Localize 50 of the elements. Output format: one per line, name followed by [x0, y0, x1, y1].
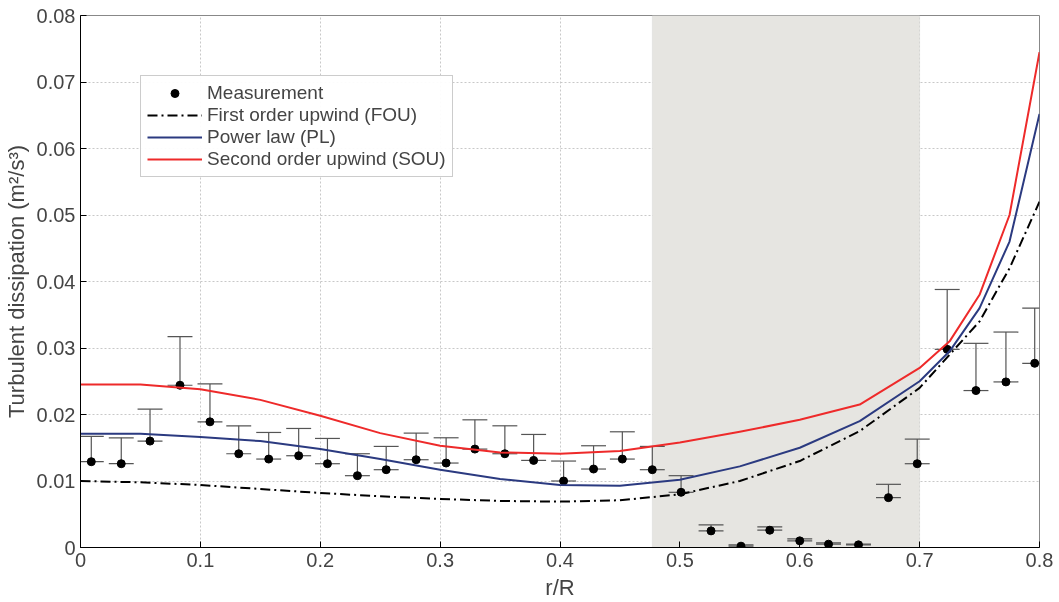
- point: [205, 417, 215, 427]
- point: [116, 459, 126, 469]
- x-tick-label: 0.7: [905, 548, 934, 571]
- point: [1001, 377, 1011, 387]
- x-tick-label: 0.3: [426, 548, 455, 571]
- point: [352, 471, 362, 481]
- point: [294, 451, 304, 461]
- x-tick-label: 0.8: [1025, 548, 1054, 571]
- point: [647, 465, 657, 475]
- y-axis-title: Turbulent dissipation (m²/s³): [3, 144, 29, 419]
- legend-label: Second order upwind (SOU): [207, 148, 446, 170]
- legend-label: Measurement: [207, 82, 324, 104]
- y-tick-label: 0.08: [36, 4, 76, 27]
- point: [883, 493, 893, 503]
- x-axis-title: r/R: [545, 574, 575, 600]
- point: [145, 436, 155, 446]
- point: [86, 457, 96, 467]
- point: [234, 449, 244, 459]
- point: [1030, 358, 1040, 368]
- legend-label: Power law (PL): [207, 126, 336, 148]
- point: [411, 455, 421, 465]
- y-tick-label: 0.04: [36, 270, 76, 293]
- point: [824, 539, 834, 548]
- point: [706, 526, 716, 536]
- legend-label: First order upwind (FOU): [207, 104, 418, 126]
- x-tick-label: 0.1: [186, 548, 215, 571]
- y-tick-label: 0.01: [36, 470, 76, 492]
- point: [529, 455, 539, 465]
- x-tick-label: 0.6: [785, 548, 814, 571]
- x-tick-label: 0.2: [306, 548, 335, 571]
- point: [617, 454, 627, 464]
- y-tick-label: 0.07: [36, 71, 76, 93]
- point: [736, 541, 746, 548]
- y-tick-label: 0.02: [36, 403, 76, 426]
- point: [381, 465, 391, 475]
- point: [559, 476, 569, 486]
- point: [441, 458, 451, 468]
- point: [264, 454, 274, 464]
- y-tick-label: 0.05: [36, 204, 76, 226]
- point: [971, 386, 981, 396]
- point: [589, 464, 599, 474]
- y-tick-label: 0.03: [36, 337, 76, 359]
- point: [795, 536, 805, 546]
- point: [853, 540, 863, 548]
- point: [765, 525, 775, 535]
- x-tick-label: 0.5: [665, 548, 694, 571]
- point: [912, 459, 922, 469]
- x-tick-label: 0.4: [546, 548, 574, 571]
- y-tick-label: 0.06: [36, 137, 76, 160]
- point: [322, 459, 332, 469]
